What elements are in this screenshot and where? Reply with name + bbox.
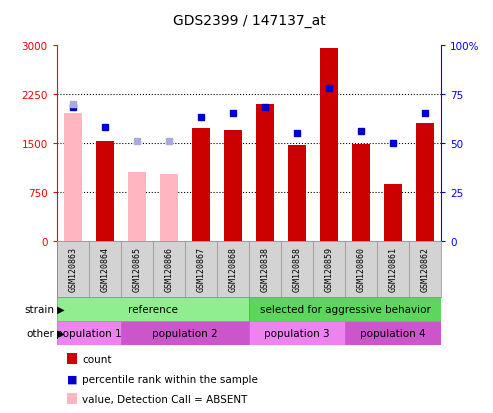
Bar [96,142,113,242]
Bar [128,173,145,242]
Bar [57,321,121,345]
Bar [249,297,441,321]
Bar [288,146,306,242]
Text: GDS2399 / 147137_at: GDS2399 / 147137_at [173,14,325,28]
Text: population 1: population 1 [56,328,122,338]
Bar [192,129,210,242]
Text: population 2: population 2 [152,328,218,338]
Bar [385,185,402,242]
Text: other: other [26,328,54,338]
Bar [256,104,274,242]
Text: ▶: ▶ [54,328,65,338]
Text: GSM120866: GSM120866 [164,246,174,291]
Text: population 3: population 3 [264,328,330,338]
Text: GSM120861: GSM120861 [388,246,398,291]
Text: GSM120858: GSM120858 [292,246,302,291]
Bar [345,321,441,345]
Text: percentile rank within the sample: percentile rank within the sample [82,374,258,384]
Bar [352,144,370,242]
Text: GSM120867: GSM120867 [196,246,206,291]
Bar [417,123,434,242]
Text: GSM120860: GSM120860 [356,246,366,291]
Text: GSM120865: GSM120865 [132,246,141,291]
Text: GSM120859: GSM120859 [324,246,334,291]
Text: reference: reference [128,304,178,314]
Bar [320,49,338,242]
Text: strain: strain [24,304,54,314]
Text: selected for aggressive behavior: selected for aggressive behavior [260,304,430,314]
Text: GSM120862: GSM120862 [421,246,430,291]
Text: count: count [82,354,112,364]
Bar [121,321,249,345]
Text: GSM120863: GSM120863 [68,246,77,291]
Text: GSM120838: GSM120838 [260,246,270,291]
Text: ■: ■ [67,374,77,384]
Bar [160,175,177,242]
Bar [224,131,242,242]
Text: GSM120868: GSM120868 [228,246,238,291]
Bar [64,114,81,242]
Bar [57,297,249,321]
Text: ▶: ▶ [54,304,65,314]
Bar [249,321,345,345]
Text: population 4: population 4 [360,328,426,338]
Text: value, Detection Call = ABSENT: value, Detection Call = ABSENT [82,394,247,404]
Text: GSM120864: GSM120864 [100,246,109,291]
